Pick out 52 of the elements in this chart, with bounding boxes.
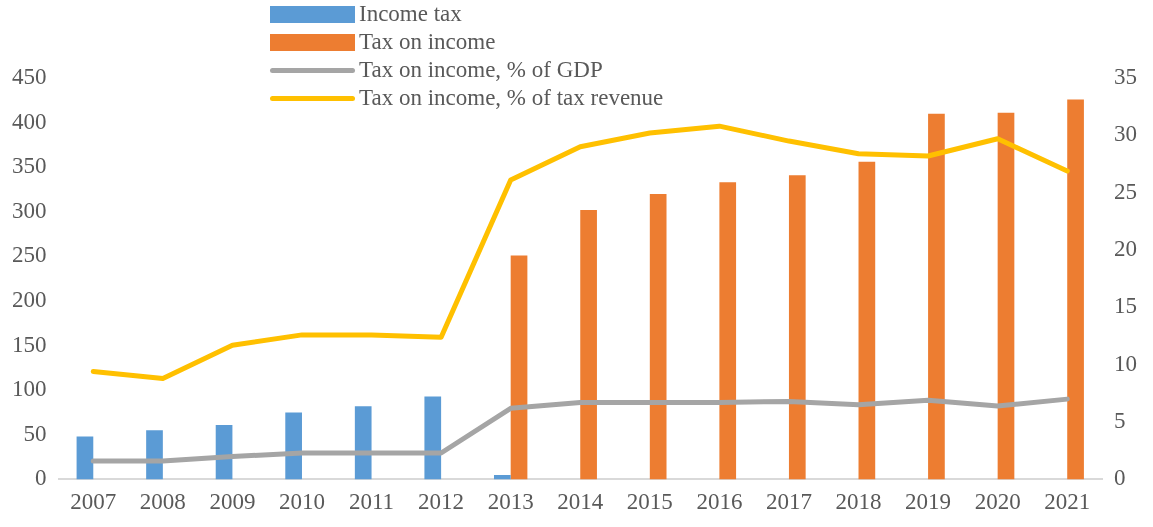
y-tick-label: 50 [23, 420, 47, 446]
bar [580, 210, 597, 480]
bar [285, 412, 302, 480]
legend-label: Income tax [359, 0, 462, 28]
y-tick-label: 150 [12, 331, 47, 357]
y2-tick-label: 20 [1114, 236, 1137, 262]
bar [928, 113, 945, 480]
bar [493, 474, 511, 480]
bar [76, 436, 94, 480]
y-tick-label: 200 [12, 287, 47, 313]
y-tick-label: 100 [12, 376, 47, 402]
x-tick-label: 2010 [278, 489, 325, 515]
x-tick-label: 2008 [139, 489, 186, 515]
y2-tick-label: 0 [1114, 465, 1126, 491]
bar [1067, 99, 1084, 480]
y-tick-label: 250 [12, 242, 47, 268]
legend-label: Tax on income, % of GDP [359, 56, 603, 84]
x-tick-label: 2015 [626, 489, 673, 515]
y2-tick-label: 25 [1114, 178, 1137, 204]
x-tick-label: 2007 [70, 489, 117, 515]
legend-label: Tax on income [359, 28, 496, 56]
bar [858, 161, 876, 480]
bar [146, 430, 163, 480]
x-tick-label: 2016 [696, 489, 743, 515]
bar [997, 112, 1015, 480]
y-tick-label: 0 [35, 465, 47, 491]
y2-tick-label: 30 [1114, 121, 1137, 147]
bar [424, 396, 442, 480]
bar [719, 182, 737, 480]
x-tick-label: 2018 [835, 489, 882, 515]
x-tick-label: 2019 [905, 489, 952, 515]
legend-label: Tax on income, % of tax revenue [359, 84, 664, 112]
bar [510, 255, 528, 480]
x-tick-label: 2014 [557, 489, 604, 515]
bar [354, 406, 372, 480]
x-tick-label: 2021 [1044, 489, 1091, 515]
x-tick-label: 2017 [765, 489, 812, 515]
y2-tick-label: 10 [1114, 350, 1137, 376]
y-tick-label: 450 [12, 64, 47, 90]
bar [788, 175, 806, 480]
y-tick-label: 300 [12, 197, 47, 223]
bar [649, 193, 667, 480]
y2-tick-label: 5 [1114, 408, 1126, 434]
x-tick-label: 2013 [487, 489, 534, 515]
y-tick-label: 350 [12, 153, 47, 179]
x-tick-label: 2012 [418, 489, 465, 515]
x-tick-label: 2020 [974, 489, 1021, 515]
x-tick-label: 2009 [209, 489, 256, 515]
y-tick-label: 400 [12, 108, 47, 134]
y2-tick-label: 15 [1114, 293, 1137, 319]
x-tick-label: 2011 [348, 489, 395, 515]
y2-tick-label: 35 [1114, 64, 1137, 90]
